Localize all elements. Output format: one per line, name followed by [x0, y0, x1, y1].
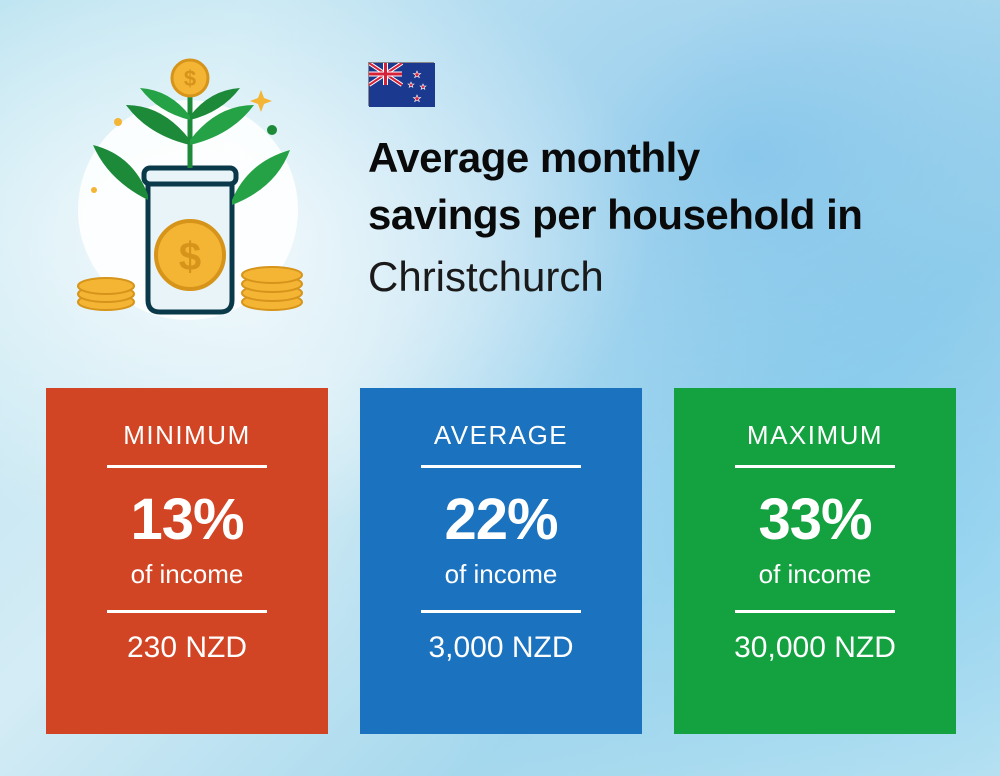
savings-illustration: $ $ [48, 50, 328, 330]
card-sub: of income [759, 559, 872, 590]
heading-location: Christchurch [368, 249, 958, 306]
divider [107, 610, 267, 613]
card-percent: 13% [130, 486, 243, 553]
card-label: MINIMUM [123, 420, 250, 451]
card-label: MAXIMUM [747, 420, 883, 451]
card-sub: of income [131, 559, 244, 590]
card-amount: 230 NZD [127, 631, 247, 665]
nz-flag-icon [368, 62, 434, 106]
page-heading: Average monthly savings per household in… [368, 130, 958, 306]
divider [421, 465, 581, 468]
card-average: AVERAGE 22% of income 3,000 NZD [360, 388, 642, 734]
divider [735, 610, 895, 613]
svg-text:$: $ [179, 235, 201, 279]
card-amount: 3,000 NZD [428, 631, 573, 665]
divider [107, 465, 267, 468]
card-percent: 22% [444, 486, 557, 553]
svg-text:$: $ [184, 66, 196, 91]
heading-line-2: savings per household in [368, 187, 958, 244]
card-percent: 33% [758, 486, 871, 553]
card-minimum: MINIMUM 13% of income 230 NZD [46, 388, 328, 734]
heading-line-1: Average monthly [368, 130, 958, 187]
card-maximum: MAXIMUM 33% of income 30,000 NZD [674, 388, 956, 734]
divider [421, 610, 581, 613]
stat-cards-row: MINIMUM 13% of income 230 NZD AVERAGE 22… [46, 388, 956, 734]
card-amount: 30,000 NZD [734, 631, 896, 665]
card-label: AVERAGE [434, 420, 568, 451]
card-sub: of income [445, 559, 558, 590]
divider [735, 465, 895, 468]
